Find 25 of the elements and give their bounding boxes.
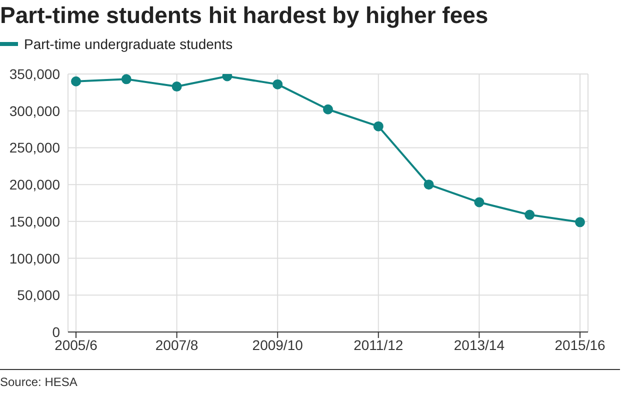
y-tick-label: 150,000	[9, 213, 60, 230]
point	[272, 79, 283, 90]
y-tick-label: 350,000	[9, 66, 60, 82]
y-tick-label: 100,000	[9, 250, 60, 266]
point	[323, 104, 333, 114]
point	[121, 74, 132, 84]
y-tick-label: 250,000	[9, 140, 60, 156]
point	[474, 197, 484, 208]
y-tick-label: 200,000	[9, 176, 60, 193]
x-tick-label: 2007/8	[155, 336, 198, 353]
source-note: Source: HESA	[0, 375, 78, 389]
x-tick-label: 2015/16	[554, 336, 606, 353]
point	[373, 121, 384, 132]
x-tick-label: 2013/14	[454, 336, 505, 353]
y-tick-label: 50,000	[17, 287, 60, 304]
chart-title: Part-time students hit hardest by higher fees	[0, 2, 488, 29]
x-tick-label: 2009/10	[252, 336, 304, 353]
point	[71, 76, 81, 86]
point	[524, 210, 535, 220]
legend-label: Part-time undergraduate students	[23, 36, 233, 52]
point	[424, 180, 434, 190]
x-tick-label: 2011/12	[354, 336, 404, 353]
point	[172, 82, 182, 92]
point	[575, 217, 585, 228]
y-tick-label: 300,000	[9, 102, 60, 119]
